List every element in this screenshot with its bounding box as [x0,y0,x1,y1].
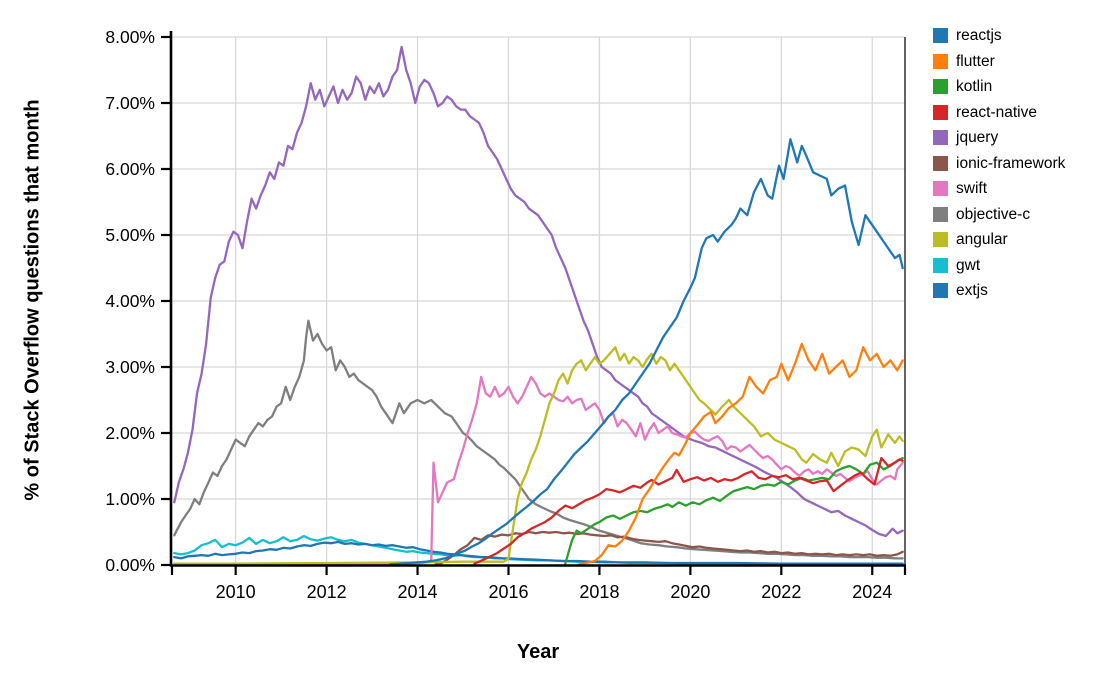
legend-label: swift [956,180,987,197]
x-tick-label: 2020 [670,582,710,602]
legend-label: ionic-framework [956,154,1066,172]
legend-item-extjs: extjs [933,283,1065,298]
x-tick-label: 2022 [761,582,801,602]
x-tick-label: 2010 [216,582,256,602]
legend-label: flutter [956,52,995,70]
legend-item-swift: swift [933,181,1065,196]
legend-swatch-icon [933,232,948,247]
legend-swatch-icon [933,104,948,120]
legend-item-objective-c: objective-c [933,205,1065,223]
legend: reactjs flutter kotlin react-native jquery io… [933,28,1065,309]
legend-label: reactjs [956,27,1002,44]
series-line-angular [173,346,904,565]
legend-item-kotlin: kotlin [933,79,1065,94]
y-axis-title: % of Stack Overflow questions that month [21,99,44,501]
x-tick-label: 2024 [852,582,892,602]
y-tick-label: 2.00% [105,423,155,443]
legend-item-ionic-framework: ionic-framework [933,154,1066,172]
legend-swatch-icon [933,79,948,94]
legend-swatch-icon [933,257,948,273]
legend-item-gwt: gwt [933,256,1065,274]
x-tick-label: 2016 [488,582,528,602]
series-line-swift [173,375,904,565]
legend-label: objective-c [956,205,1031,223]
y-tick-label: 6.00% [105,159,155,179]
legend-swatch-icon [933,283,948,298]
legend-swatch-icon [933,130,948,145]
y-tick-label: 5.00% [105,225,155,245]
series-line-jquery [173,45,904,538]
y-tick-label: 4.00% [105,291,155,311]
legend-item-reactjs: reactjs [933,28,1065,43]
series-line-reactjs [389,138,904,566]
legend-label: gwt [956,256,981,274]
y-tick-label: 7.00% [105,93,155,113]
legend-swatch-icon [933,206,948,222]
y-tick-label: 0.00% [105,555,155,575]
legend-swatch-icon [933,28,948,43]
legend-label: extjs [956,282,988,299]
y-tick-label: 8.00% [105,27,155,47]
series-line-objective-c [173,319,904,560]
series-line-flutter [577,342,904,566]
legend-item-flutter: flutter [933,52,1065,70]
series-line-kotlin [564,456,904,565]
y-tick-label: 3.00% [105,357,155,377]
y-tick-label: 1.00% [105,489,155,509]
legend-label: angular [956,231,1008,248]
x-tick-label: 2014 [398,582,438,602]
legend-item-jquery: jquery [933,130,1065,145]
legend-item-react-native: react-native [933,103,1065,121]
legend-swatch-icon [933,53,948,69]
legend-label: kotlin [956,78,993,95]
x-axis-title: Year [516,641,560,663]
legend-label: jquery [956,129,999,146]
legend-item-angular: angular [933,232,1065,247]
legend-label: react-native [956,103,1037,121]
x-tick-label: 2018 [579,582,619,602]
legend-swatch-icon [933,155,948,171]
series-line-react-native [473,456,904,565]
x-tick-label: 2012 [307,582,347,602]
legend-swatch-icon [933,181,948,196]
